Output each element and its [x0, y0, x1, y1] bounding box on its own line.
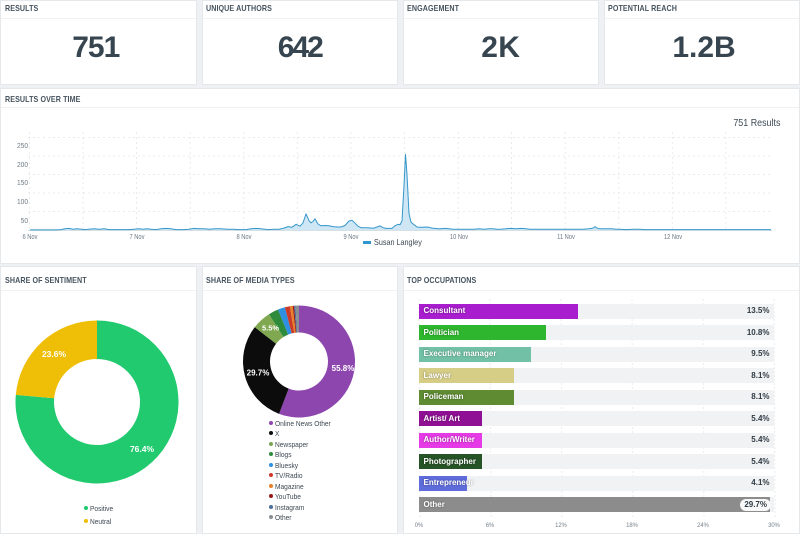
- svg-text:76.4%: 76.4%: [130, 444, 155, 454]
- svg-text:55.8%: 55.8%: [331, 364, 354, 373]
- svg-text:5.5%: 5.5%: [261, 324, 278, 333]
- svg-text:23.6%: 23.6%: [42, 349, 67, 359]
- svg-text:29.7%: 29.7%: [246, 369, 269, 378]
